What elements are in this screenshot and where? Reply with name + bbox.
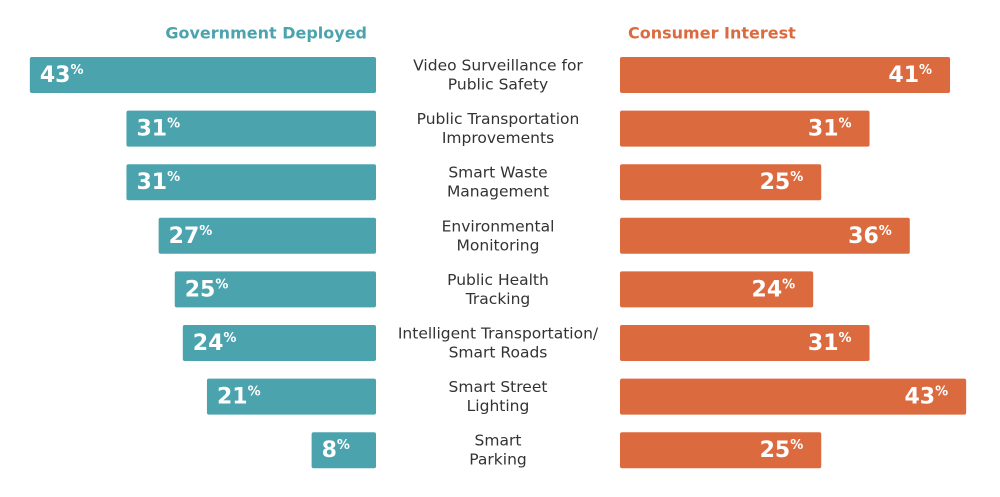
category-label: Public Health Tracking [447, 270, 549, 307]
bar [620, 217, 910, 254]
bar [620, 164, 822, 201]
bar [174, 271, 376, 308]
bar [620, 110, 870, 147]
value-label: 41% [888, 63, 932, 89]
bar [620, 57, 951, 93]
legend-entry: Consumer Interest [628, 24, 796, 43]
category-label: Environmental Monitoring [442, 217, 555, 254]
value-label: 36% [848, 223, 892, 249]
bar [126, 110, 376, 147]
value-label: 43% [40, 63, 84, 89]
bar [620, 271, 814, 308]
legend-entry: Government Deployed [165, 24, 367, 43]
value-label: 31% [808, 116, 852, 142]
value-label: 25% [185, 277, 229, 303]
value-label: 31% [136, 116, 180, 142]
value-label: 31% [808, 331, 852, 357]
bar [311, 432, 376, 469]
category-label: Intelligent Transportation/Smart Roads [398, 324, 599, 361]
value-label: 8% [322, 438, 350, 464]
value-label: 21% [217, 384, 261, 410]
value-label: 24% [193, 331, 237, 357]
category-label: Public Transportation Improvements [417, 110, 580, 147]
bar [182, 325, 376, 361]
value-label: 43% [904, 384, 948, 410]
value-label: 25% [760, 438, 804, 464]
bar [620, 378, 967, 415]
bar [29, 57, 376, 93]
category-label: Video Surveillance for Public Safety [413, 56, 583, 93]
bar [158, 217, 376, 254]
category-label: Smart Waste Management [447, 163, 549, 200]
bar [620, 325, 870, 361]
category-label: Smart Street Lighting [449, 378, 548, 415]
bar [206, 378, 376, 415]
value-label: 24% [752, 277, 796, 303]
bar [126, 164, 376, 201]
value-label: 25% [760, 170, 804, 196]
bar [620, 432, 822, 469]
value-label: 31% [136, 170, 180, 196]
category-label: Smart Parking [469, 431, 526, 468]
value-label: 27% [169, 223, 213, 249]
